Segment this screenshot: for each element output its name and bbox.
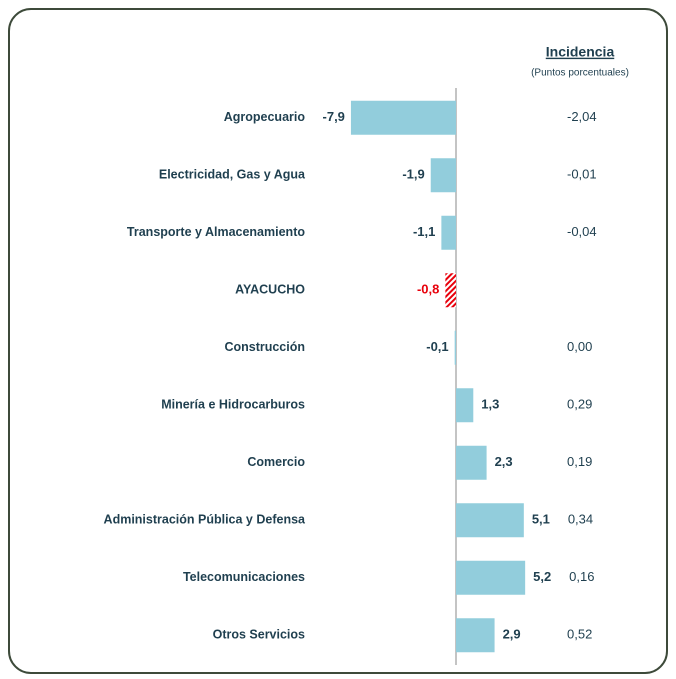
data-label: -0,8	[417, 282, 439, 297]
category-label: Transporte y Almacenamiento	[127, 225, 305, 239]
category-label: Otros Servicios	[213, 628, 305, 642]
data-label: -0,1	[426, 339, 448, 354]
incidence-label: 0,19	[567, 454, 592, 469]
data-label: 5,1	[532, 512, 550, 527]
bar	[350, 100, 456, 135]
bar	[456, 388, 474, 423]
data-label: 2,9	[503, 627, 521, 642]
header: Incidencia	[546, 44, 615, 60]
category-label: Comercio	[247, 455, 305, 469]
bar	[456, 560, 526, 595]
bar	[456, 445, 487, 480]
incidence-label: 0,34	[568, 512, 593, 527]
data-label: 2,3	[495, 454, 513, 469]
incidence-label: 0,52	[567, 627, 592, 642]
data-label: -1,1	[413, 224, 435, 239]
subheader: (Puntos porcentuales)	[531, 68, 629, 79]
category-label: Electricidad, Gas y Agua	[159, 168, 306, 182]
category-label: AYACUCHO	[235, 283, 305, 297]
bar	[430, 158, 456, 193]
category-label: Construcción	[224, 340, 305, 354]
data-label: -1,9	[402, 167, 424, 182]
bar	[454, 330, 456, 365]
category-label: Agropecuario	[224, 110, 306, 124]
incidence-label: -2,04	[567, 109, 597, 124]
category-label: Minería e Hidrocarburos	[161, 398, 305, 412]
bar	[445, 273, 456, 308]
category-label: Administración Pública y Defensa	[104, 513, 306, 527]
incidence-label: 0,16	[569, 569, 594, 584]
data-label: -7,9	[323, 109, 345, 124]
bar	[456, 618, 495, 653]
bar	[441, 215, 456, 250]
incidence-label: -0,01	[567, 167, 597, 182]
bar	[456, 503, 524, 538]
data-label: 5,2	[533, 569, 551, 584]
incidence-label: 0,29	[567, 397, 592, 412]
category-label: Telecomunicaciones	[183, 570, 305, 584]
incidence-label: 0,00	[567, 339, 592, 354]
incidence-label: -0,04	[567, 224, 597, 239]
data-label: 1,3	[481, 397, 499, 412]
